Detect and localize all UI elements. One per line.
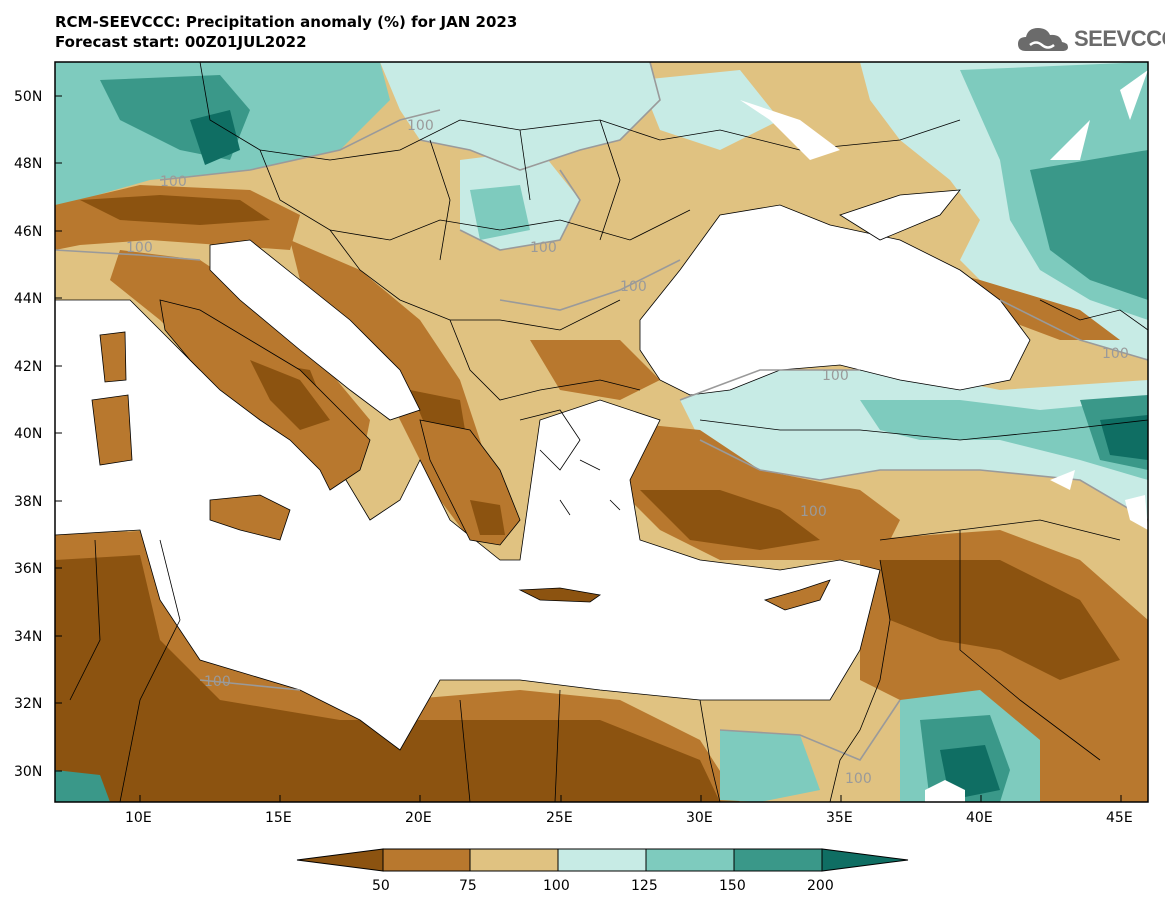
- contour-label: 100: [407, 118, 434, 134]
- contour-labels: 100 100 100 100 100 100 100 100 100 100: [126, 118, 1129, 787]
- colorbar: 50 75 100 125 150 200: [296, 848, 909, 894]
- lon-tick-label: 40E: [966, 810, 993, 826]
- lat-tick-label: 38N: [14, 494, 42, 510]
- lat-tick-label: 42N: [14, 359, 42, 375]
- contour-label: 100: [822, 368, 849, 384]
- contour-label: 100: [160, 174, 187, 190]
- lon-tick-label: 30E: [686, 810, 713, 826]
- lon-tick-label: 20E: [405, 810, 432, 826]
- seevccc-logo: SEEVCCC: [1016, 22, 1165, 56]
- colorbar-label: 125: [631, 878, 658, 894]
- black-sea: [639, 204, 1031, 396]
- lat-tick-label: 32N: [14, 696, 42, 712]
- map-frame: [54, 61, 1149, 803]
- azov-sea: [839, 189, 961, 241]
- colorbar-label: 100: [543, 878, 570, 894]
- contour-100-lines: [55, 62, 1148, 761]
- colorbar-label: 50: [372, 878, 390, 894]
- colorbar-150-200: [733, 848, 823, 872]
- wet-zone-anatolia: [680, 370, 1148, 520]
- contour-label: 100: [126, 240, 153, 256]
- lon-tick-label: 35E: [826, 810, 853, 826]
- map-title: RCM-SEEVCCC: Precipitation anomaly (%) f…: [55, 12, 517, 52]
- colorbar-lt50: [296, 848, 384, 872]
- cloud-logo-icon: [1018, 28, 1068, 51]
- colorbar-label: 75: [459, 878, 477, 894]
- corsica-land: [99, 331, 127, 383]
- italy-land: [159, 299, 371, 491]
- colorbar-50-75: [382, 848, 471, 872]
- aegean-islands: [519, 409, 621, 516]
- cyprus-land: [763, 579, 831, 611]
- lat-tick-label: 34N: [14, 629, 42, 645]
- lat-tick-label: 50N: [14, 89, 42, 105]
- colorbar-gt200: [821, 848, 909, 872]
- colorbar-125-150: [645, 848, 735, 872]
- sicily-land: [209, 494, 291, 541]
- title-line-1: RCM-SEEVCCC: Precipitation anomaly (%) f…: [55, 13, 518, 31]
- sardinia-land: [91, 394, 133, 466]
- wet-zone-central-light: [380, 62, 660, 170]
- contour-label: 100: [620, 279, 647, 295]
- latitude-axis: 50N 48N 46N 44N 42N 40N 38N 36N 34N 32N …: [14, 89, 62, 780]
- lat-tick-label: 44N: [14, 291, 42, 307]
- contour-label: 100: [204, 674, 231, 690]
- logo-text: SEEVCCC: [1074, 26, 1165, 51]
- colorbar-label: 200: [807, 878, 834, 894]
- longitude-axis: 10E 15E 20E 25E 30E 35E 40E 45E: [125, 795, 1133, 826]
- lat-tick-label: 46N: [14, 224, 42, 240]
- colorbar-75-100: [469, 848, 559, 872]
- lat-tick-label: 30N: [14, 764, 42, 780]
- country-borders: [69, 62, 1148, 802]
- lat-tick-label: 36N: [14, 561, 42, 577]
- lon-tick-label: 10E: [125, 810, 152, 826]
- title-line-2: Forecast start: 00Z01JUL2022: [55, 33, 307, 51]
- map-plot: [55, 62, 1148, 802]
- contour-label: 100: [845, 771, 872, 787]
- lat-tick-label: 40N: [14, 426, 42, 442]
- lon-tick-label: 15E: [265, 810, 292, 826]
- lon-tick-label: 25E: [546, 810, 573, 826]
- lon-tick-label: 45E: [1106, 810, 1133, 826]
- contour-label: 100: [800, 504, 827, 520]
- crete-land: [518, 587, 602, 603]
- contour-label: 100: [1102, 346, 1129, 362]
- colorbar-label: 150: [719, 878, 746, 894]
- lat-tick-label: 48N: [14, 156, 42, 172]
- colorbar-100-125: [557, 848, 647, 872]
- adriatic-sea: [209, 239, 421, 421]
- contour-label: 100: [530, 240, 557, 256]
